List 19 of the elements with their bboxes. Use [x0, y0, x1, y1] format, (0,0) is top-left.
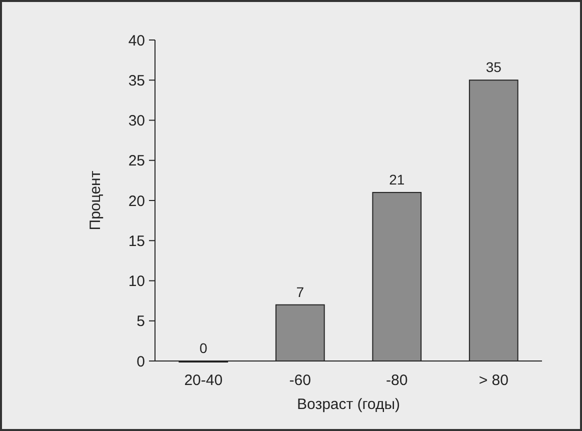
data-label: 21 [389, 171, 405, 188]
x-tick-label: -60 [289, 372, 311, 389]
y-axis-title: Процент [87, 170, 104, 230]
data-label: 0 [199, 340, 208, 356]
x-tick-label: 20-40 [184, 372, 223, 389]
y-tick-label: 25 [128, 152, 145, 170]
x-axis-title: Возраст (годы) [297, 396, 400, 413]
y-tick-label: 20 [128, 192, 145, 210]
data-label: 7 [296, 284, 304, 300]
data-label: 35 [486, 59, 502, 76]
y-tick-label: 40 [128, 32, 145, 50]
x-tick-label: -80 [386, 372, 408, 389]
y-tick-label: 15 [128, 232, 145, 250]
y-tick-label: 10 [128, 273, 145, 290]
x-tick-label: > 80 [478, 372, 508, 389]
y-tick-label: 35 [128, 72, 145, 90]
y-tick-label: 5 [136, 313, 145, 330]
y-tick-label: 0 [136, 353, 145, 370]
y-tick-label: 30 [128, 112, 145, 130]
